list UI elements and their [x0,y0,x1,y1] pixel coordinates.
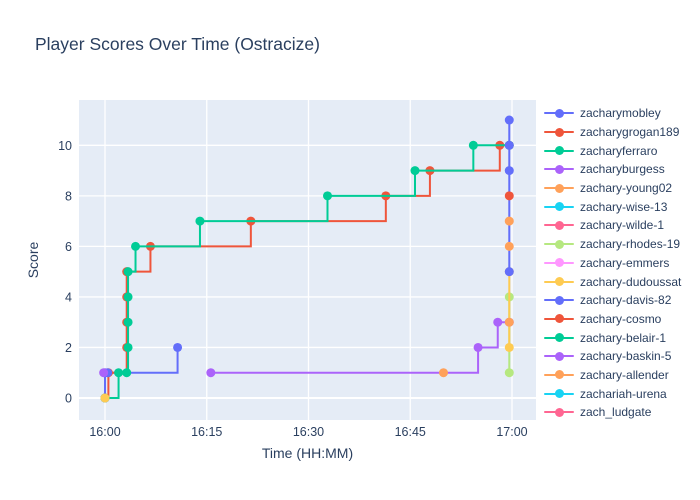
legend-label: zachary-belair-1 [580,330,667,345]
legend-item-zach_ludgate[interactable]: zach_ludgate [544,403,696,422]
legend-label: zachary-wilde-1 [580,218,665,233]
x-tick-label: 16:00 [89,425,120,439]
x-tick-label: 17:00 [496,425,527,439]
legend: zacharymobley zacharygrogan189 zacharyferr… [544,104,696,422]
trace-marker-zacharyferraro[interactable] [122,368,132,378]
legend-label: zachary-rhodes-19 [580,237,681,252]
legend-swatch-icon [544,314,574,324]
trace-line-zacharymobley[interactable] [104,347,179,398]
legend-swatch-icon [544,239,574,249]
trace-marker-zacharyferraro[interactable] [322,191,332,201]
trace-marker-zachary-dudoussat[interactable] [100,393,110,403]
trace-marker-zacharyburgess[interactable] [206,368,216,378]
trace-marker-zachary-dudoussat[interactable] [504,342,514,352]
x-tick-label: 16:45 [395,425,426,439]
legend-item-zachary-belair-1[interactable]: zachary-belair-1 [544,328,696,347]
legend-swatch-icon [544,333,574,343]
trace-marker-zacharyferraro[interactable] [195,216,205,226]
y-tick-label: 2 [65,341,72,355]
trace-marker-zachary-baskin-5[interactable] [99,368,109,378]
trace-marker-zacharyferraro[interactable] [131,241,141,251]
legend-item-zacharyferraro[interactable]: zacharyferraro [544,141,696,160]
chart-title: Player Scores Over Time (Ostracize) [35,34,320,54]
legend-item-zachary-dudoussat[interactable]: zachary-dudoussat [544,272,696,291]
x-axis-title: Time (HH:MM) [262,445,353,461]
legend-swatch-icon [544,108,574,118]
legend-swatch-icon [544,183,574,193]
y-tick-label: 6 [65,240,72,254]
trace-marker-zacharyferraro[interactable] [468,140,478,150]
trace-marker-zacharyferraro[interactable] [123,292,133,302]
legend-item-zachary-young02[interactable]: zachary-young02 [544,179,696,198]
trace-marker-zachary-allender[interactable] [504,216,514,226]
legend-item-zachary-davis-82[interactable]: zachary-davis-82 [544,291,696,310]
trace-marker-zachary-davis-82[interactable] [504,267,514,277]
trace-marker-zacharyferraro[interactable] [123,317,133,327]
legend-label: zacharyferraro [580,143,658,158]
legend-swatch-icon [544,277,574,287]
trace-marker-zachary-young02[interactable] [438,368,448,378]
legend-item-zachary-rhodes-19[interactable]: zachary-rhodes-19 [544,235,696,254]
legend-item-zacharymobley[interactable]: zacharymobley [544,104,696,123]
legend-item-zachariah-urena[interactable]: zachariah-urena [544,384,696,403]
trace-marker-zachary-allender[interactable] [504,317,514,327]
legend-label: zachary-allender [580,367,669,382]
legend-swatch-icon [544,146,574,156]
legend-swatch-icon [544,351,574,361]
x-tick-label: 16:15 [191,425,222,439]
legend-swatch-icon [544,220,574,230]
legend-label: zachariah-urena [580,386,667,401]
legend-swatch-icon [544,407,574,417]
y-tick-label: 0 [65,392,72,406]
legend-label: zachary-cosmo [580,311,662,326]
trace-marker-zacharymobley[interactable] [173,342,183,352]
legend-label: zachary-young02 [580,181,673,196]
trace-marker-zachary-rhodes-19[interactable] [504,368,514,378]
legend-item-zachary-baskin-5[interactable]: zachary-baskin-5 [544,347,696,366]
y-tick-label: 10 [58,139,72,153]
y-axis-title: Score [25,242,41,279]
legend-swatch-icon [544,202,574,212]
trace-marker-zacharyferraro[interactable] [123,342,133,352]
legend-label: zacharymobley [580,106,661,121]
legend-item-zacharyburgess[interactable]: zacharyburgess [544,160,696,179]
plot-background [79,100,536,420]
trace-marker-zachary-davis-82[interactable] [504,166,514,176]
trace-marker-zacharyferraro[interactable] [410,166,420,176]
legend-swatch-icon [544,295,574,305]
trace-marker-zacharyburgess[interactable] [473,342,483,352]
trace-marker-zacharyferraro[interactable] [123,267,133,277]
trace-marker-zachary-davis-82[interactable] [504,140,514,150]
legend-label: zachary-dudoussat [580,274,682,289]
legend-item-zachary-cosmo[interactable]: zachary-cosmo [544,310,696,329]
legend-swatch-icon [544,258,574,268]
legend-item-zachary-allender[interactable]: zachary-allender [544,366,696,385]
x-tick-label: 16:30 [293,425,324,439]
legend-label: zachary-baskin-5 [580,349,672,364]
legend-item-zacharygrogan189[interactable]: zacharygrogan189 [544,123,696,142]
legend-label: zach_ludgate [580,405,652,420]
trace-marker-zacharyferraro[interactable] [114,368,124,378]
legend-swatch-icon [544,389,574,399]
trace-marker-zacharyburgess[interactable] [493,317,503,327]
legend-label: zacharyburgess [580,162,665,177]
legend-label: zacharygrogan189 [580,125,680,140]
y-tick-label: 8 [65,189,72,203]
legend-swatch-icon [544,370,574,380]
trace-marker-zachary-davis-82[interactable] [504,115,514,125]
legend-label: zachary-davis-82 [580,293,672,308]
legend-item-zachary-emmers[interactable]: zachary-emmers [544,254,696,273]
trace-marker-zachary-allender[interactable] [504,241,514,251]
trace-marker-zachary-cosmo[interactable] [504,191,514,201]
legend-item-zachary-wise-13[interactable]: zachary-wise-13 [544,197,696,216]
y-tick-label: 4 [65,290,72,304]
legend-item-zachary-wilde-1[interactable]: zachary-wilde-1 [544,216,696,235]
legend-swatch-icon [544,127,574,137]
legend-label: zachary-wise-13 [580,199,668,214]
legend-swatch-icon [544,164,574,174]
legend-label: zachary-emmers [580,255,670,270]
